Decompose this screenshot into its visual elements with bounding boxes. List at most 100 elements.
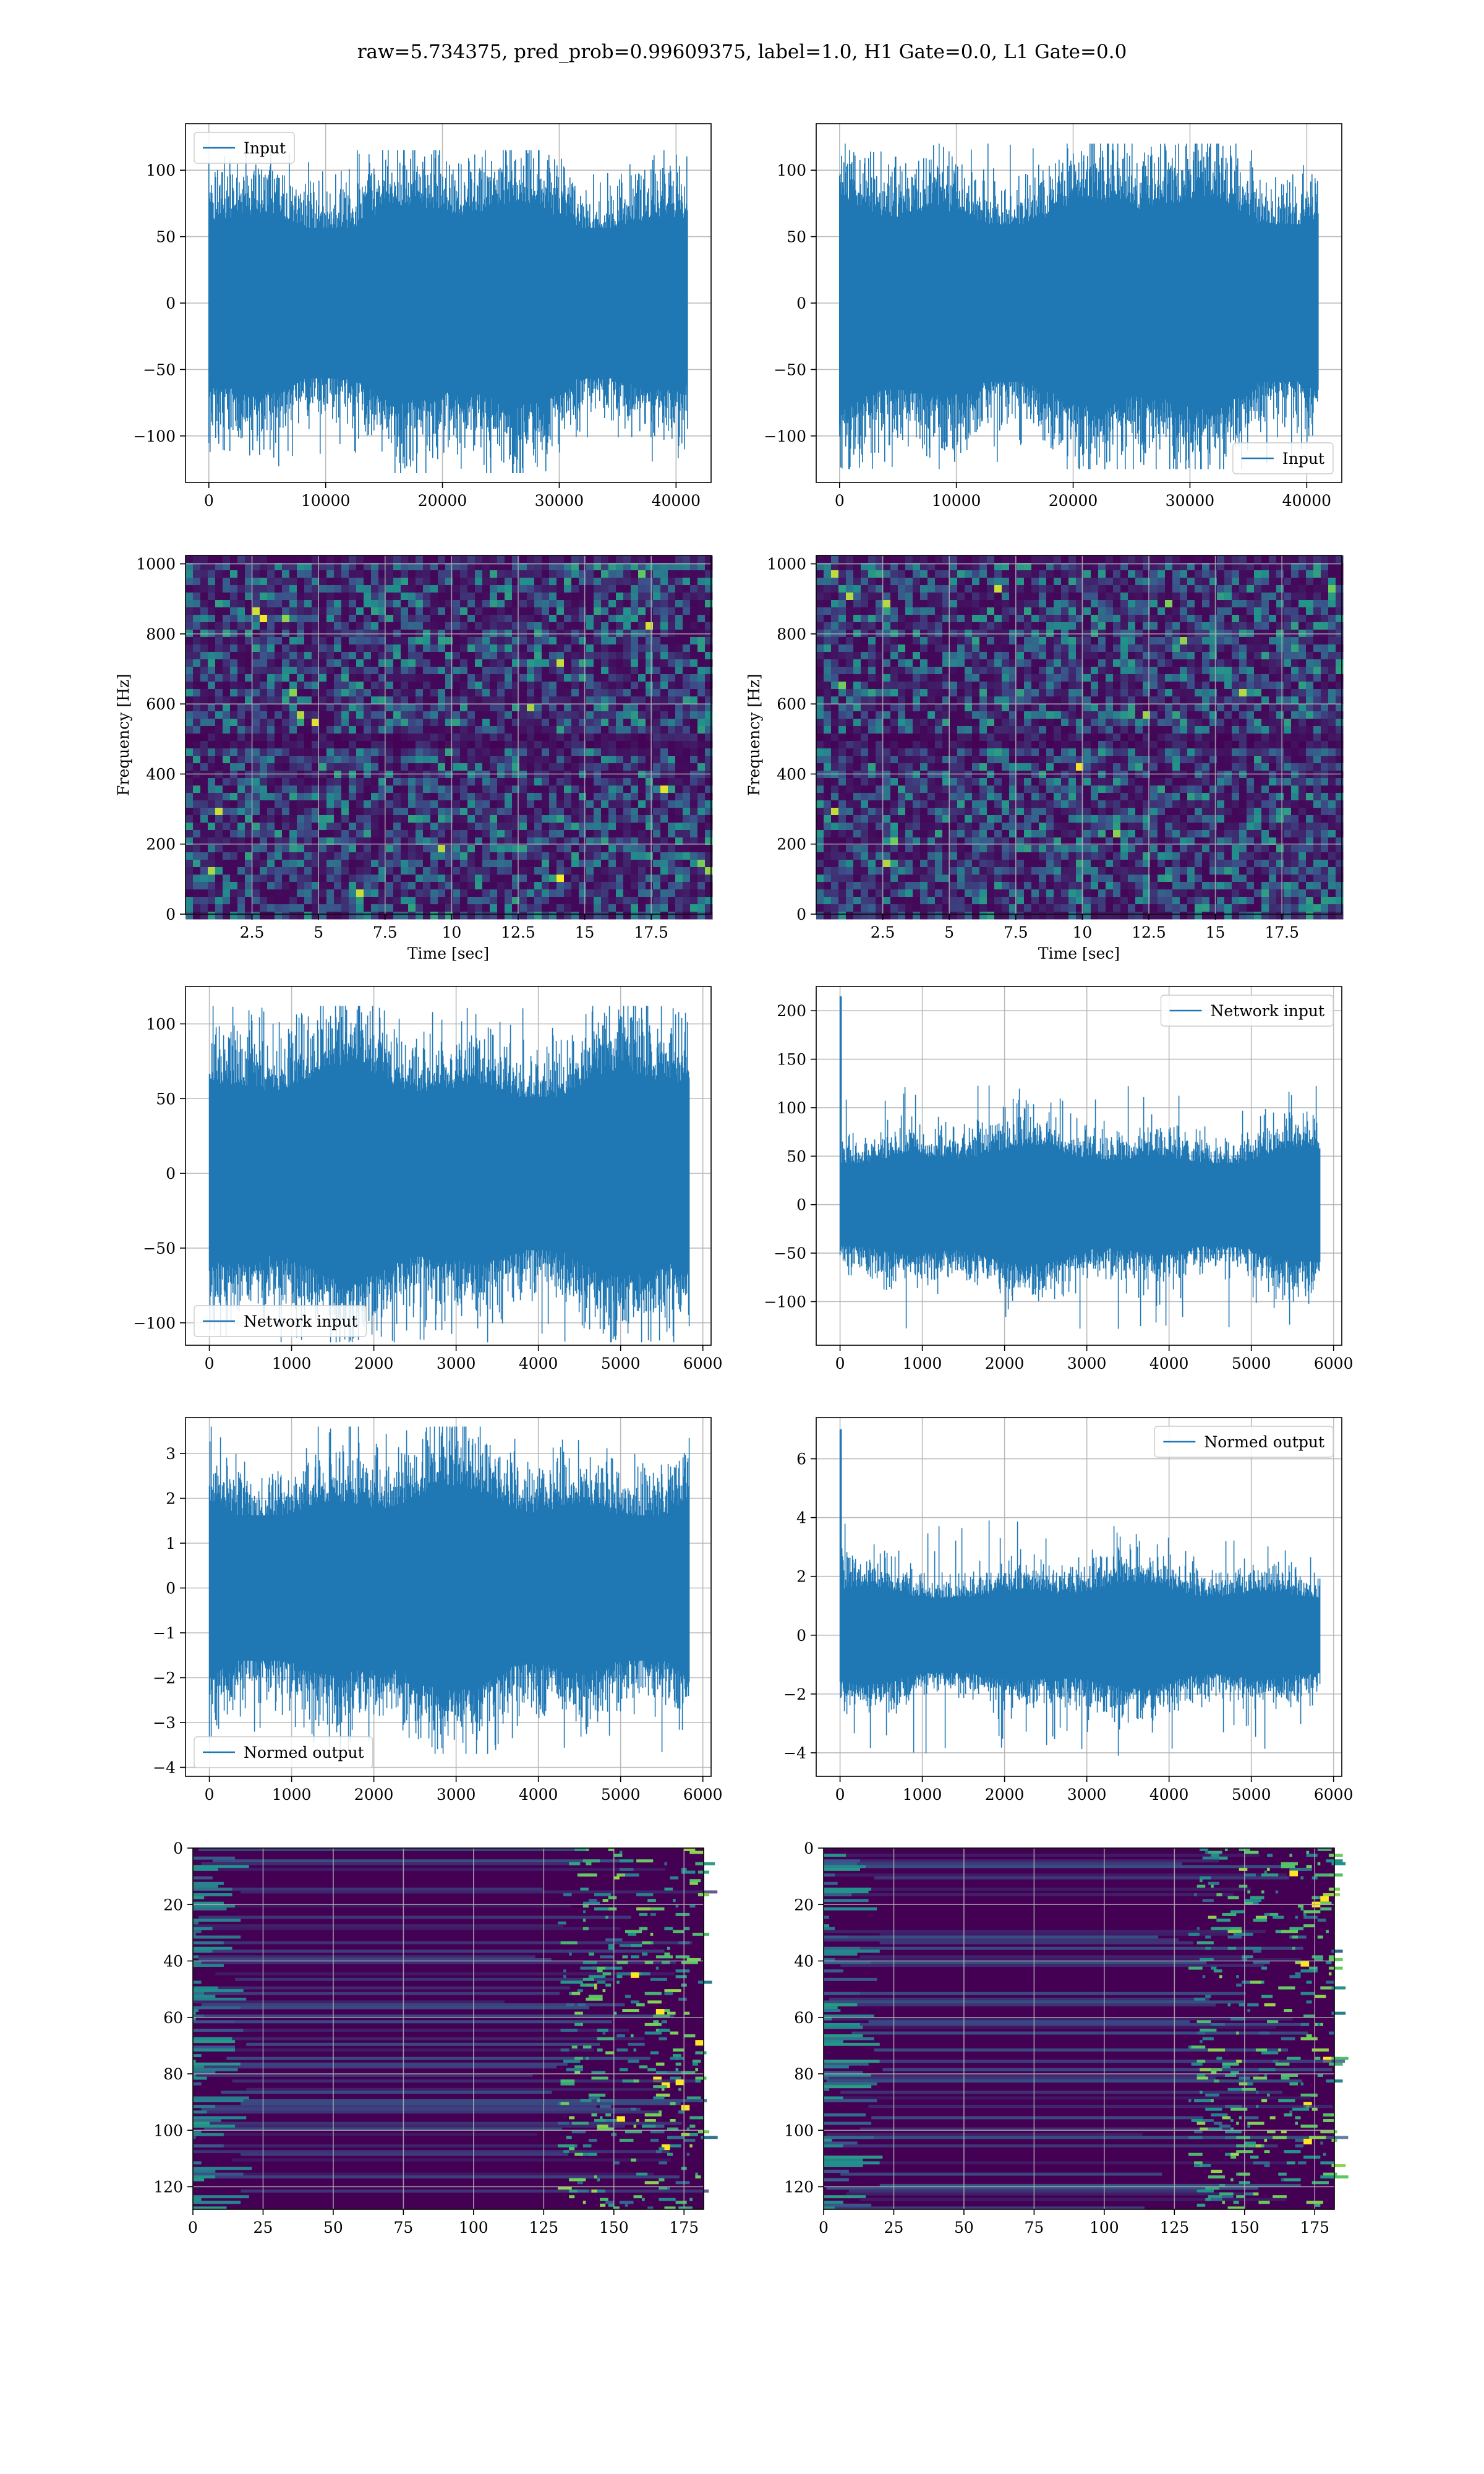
spectrogram-cell: [1321, 652, 1329, 660]
spectrogram-cell: [1076, 563, 1084, 571]
spectrogram-cell: [364, 889, 372, 897]
spectrogram-cell: [1120, 637, 1128, 645]
spectrogram-cell: [245, 756, 253, 764]
spectrogram-cell: [1098, 600, 1106, 608]
spectrogram-cell: [668, 726, 676, 734]
spectrogram-cell: [401, 667, 409, 675]
spectrogram-cell: [304, 615, 312, 623]
spectrogram-cell: [564, 726, 572, 734]
spectrogram-cell: [445, 711, 453, 719]
spectrogram-cell: [979, 600, 987, 608]
spectrogram-cell: [1217, 667, 1225, 675]
spectrogram-cell: [1076, 600, 1084, 608]
spectrogram-cell: [1098, 667, 1106, 675]
spectrogram-cell: [876, 593, 884, 601]
spectrogram-cell: [356, 555, 364, 563]
spectrogram-cell: [853, 667, 861, 675]
spectrogram-cell: [683, 622, 691, 630]
spectrogram-cell: [571, 793, 579, 801]
spectrogram-cell: [215, 852, 223, 860]
spectrogram-cell: [482, 897, 490, 905]
spectrogram-cell: [200, 904, 208, 912]
spectrogram-cell: [275, 763, 283, 771]
x-tick-label: 10: [441, 923, 461, 941]
spectrogram-cell: [549, 793, 557, 801]
spectrogram-cell: [571, 815, 579, 823]
spectrogram-cell: [697, 867, 706, 875]
spectrogram-cell: [1313, 607, 1321, 615]
spectrogram-cell: [594, 793, 602, 801]
spectrogram-cell: [230, 912, 238, 920]
spectrogram-cell: [646, 793, 654, 801]
spectrogram-cell: [326, 578, 335, 586]
spectrogram-cell: [571, 600, 579, 608]
spectrogram-cell: [1172, 570, 1180, 578]
spectrogram-cell: [1261, 555, 1269, 563]
spectrogram-cell: [579, 637, 587, 645]
spectrogram-cell: [378, 882, 386, 890]
spectrogram-cell: [445, 800, 453, 808]
spectrogram-cell: [623, 674, 631, 682]
spectrogram-cell: [816, 667, 824, 675]
spectrogram-cell: [490, 793, 498, 801]
spectrogram-cell: [445, 719, 453, 727]
spectrogram-cell: [304, 771, 312, 779]
spectrogram-cell: [505, 607, 513, 615]
spectrogram-cell: [430, 622, 438, 630]
spectrogram-cell: [601, 689, 609, 697]
spectrogram-cell: [453, 897, 461, 905]
spectrogram-cell: [1298, 615, 1307, 623]
spectrogram-cell: [623, 808, 631, 816]
spectrogram-cell: [1195, 622, 1203, 630]
spectrogram-cell: [497, 637, 505, 645]
spectrogram-cell: [237, 771, 245, 779]
spectrogram-cell: [950, 652, 958, 660]
spectrogram-cell: [393, 667, 401, 675]
spectrogram-cell: [186, 555, 194, 563]
spectrogram-cell: [423, 734, 431, 742]
spectrogram-cell: [364, 793, 372, 801]
spectrogram-cell: [401, 882, 409, 890]
spectrogram-cell: [542, 823, 550, 831]
spectrogram-cell: [416, 704, 424, 712]
spectrogram-cell: [260, 845, 268, 853]
spectrogram-cell: [594, 756, 602, 764]
spectrogram-cell: [393, 563, 401, 571]
spectrogram-cell: [683, 756, 691, 764]
spectrogram-cell: [1224, 578, 1232, 586]
spectrogram-cell: [289, 563, 297, 571]
spectrogram-cell: [482, 778, 490, 786]
spectrogram-cell: [445, 748, 453, 756]
spectrogram-cell: [423, 882, 431, 890]
spectrogram-cell: [564, 882, 572, 890]
spectrogram-cell: [237, 837, 245, 845]
spectrogram-cell: [334, 696, 342, 704]
spectrogram-cell: [683, 882, 691, 890]
spectrogram-cell: [460, 793, 468, 801]
spectrogram-cell: [460, 555, 468, 563]
spectrogram-cell: [430, 667, 438, 675]
spectrogram-cell: [883, 637, 891, 645]
spectrogram-cell: [267, 800, 275, 808]
spectrogram-cell: [1217, 615, 1225, 623]
spectrogram-cell: [1054, 667, 1062, 675]
spectrogram-cell: [349, 778, 357, 786]
spectrogram-cell: [987, 585, 995, 593]
spectrogram-cell: [1128, 555, 1136, 563]
spectrogram-cell: [890, 622, 898, 630]
spectrogram-cell: [186, 830, 194, 838]
spectrogram-cell: [467, 815, 475, 823]
spectrogram-cell: [193, 600, 201, 608]
spectrogram-cell: [646, 808, 654, 816]
spectrogram-cell: [193, 897, 201, 905]
y-tick-label: 1000: [136, 555, 176, 573]
spectrogram-cell: [556, 904, 565, 912]
spectrogram-cell: [668, 667, 676, 675]
spectrogram-cell: [616, 741, 624, 749]
spectrogram-cell: [646, 912, 654, 920]
spectrogram-cell: [1046, 607, 1054, 615]
spectrogram-cell: [853, 674, 861, 682]
spectrogram-cell: [616, 726, 624, 734]
spectrogram-cell: [490, 600, 498, 608]
spectrogram-cell: [608, 555, 616, 563]
